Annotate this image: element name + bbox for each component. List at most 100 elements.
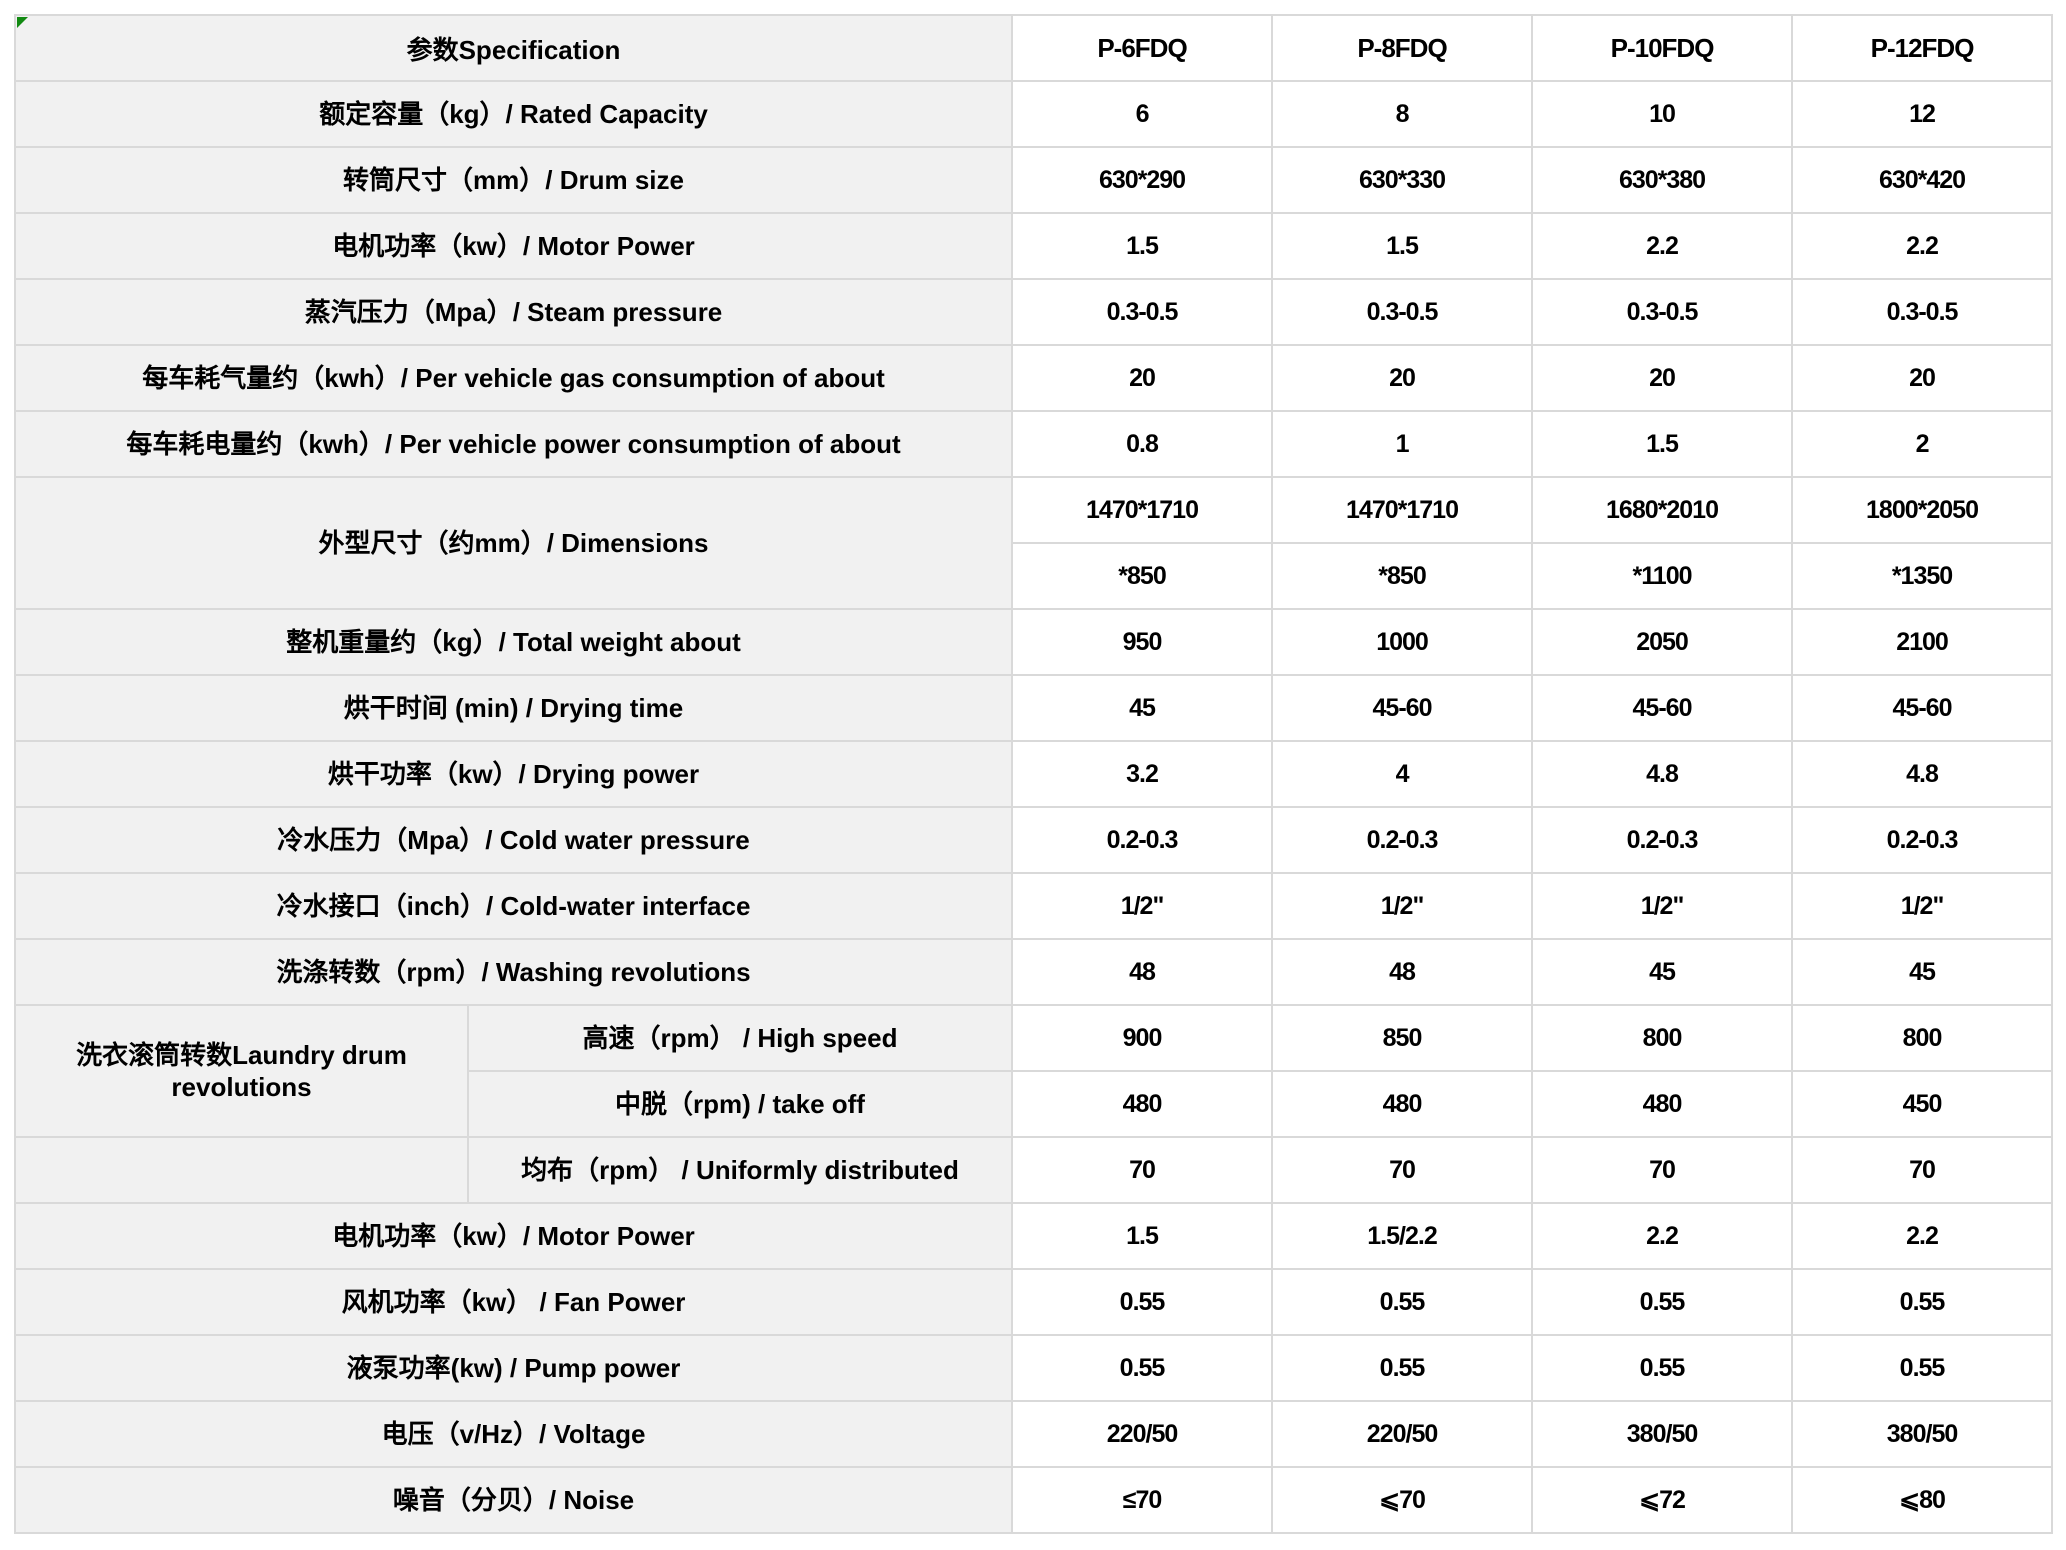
value-cell: 1/2"	[1011, 872, 1274, 940]
row-gas-consumption: 每车耗气量约（kwh）/ Per vehicle gas consumption…	[13, 344, 2054, 412]
value-cell: 1470*1710	[1271, 476, 1534, 544]
row-label: 液泵功率(kw) / Pump power	[13, 1334, 1014, 1402]
row-label: 烘干时间 (min) / Drying time	[13, 674, 1014, 742]
row-sublabel: 高速（rpm） / High speed	[466, 1004, 1014, 1072]
value-cell: 48	[1011, 938, 1274, 1006]
value-cell: 0.2-0.3	[1531, 806, 1794, 874]
value-cell: *1100	[1531, 542, 1794, 610]
value-cell: 0.8	[1011, 410, 1274, 478]
model-header-cell: P-12FDQ	[1791, 14, 2054, 82]
row-drying-power: 烘干功率（kw）/ Drying power 3.2 4 4.8 4.8	[13, 740, 2054, 808]
row-drum-uniform: 均布（rpm） / Uniformly distributed 70 70 70…	[14, 1136, 2054, 1204]
value-cell: 1470*1710	[1011, 476, 1274, 544]
value-cell: 2050	[1531, 608, 1794, 676]
value-cell: 0.3-0.5	[1531, 278, 1794, 346]
value-cell: 800	[1531, 1004, 1794, 1072]
value-cell: 0.55	[1791, 1334, 2054, 1402]
row-label: 冷水接口（inch）/ Cold-water interface	[13, 872, 1014, 940]
value-cell: 10	[1531, 80, 1794, 148]
value-cell: 480	[1271, 1070, 1534, 1138]
value-cell: 70	[1791, 1136, 2054, 1204]
excel-error-indicator-icon	[17, 17, 28, 28]
row-motor-power: 电机功率（kw）/ Motor Power 1.5 1.5 2.2 2.2	[13, 212, 2054, 280]
value-cell: 1.5	[1531, 410, 1794, 478]
value-cell: 4.8	[1791, 740, 2054, 808]
row-label: 噪音（分贝）/ Noise	[13, 1466, 1014, 1534]
row-label: 风机功率（kw） / Fan Power	[13, 1268, 1014, 1336]
value-cell: *850	[1271, 542, 1534, 610]
value-cell: ⩽72	[1531, 1466, 1794, 1534]
row-label: 转筒尺寸（mm）/ Drum size	[13, 146, 1014, 214]
value-cell: 1.5	[1011, 212, 1274, 280]
value-cell: 2.2	[1531, 212, 1794, 280]
row-label: 蒸汽压力（Mpa）/ Steam pressure	[13, 278, 1014, 346]
value-cell: 1680*2010	[1531, 476, 1794, 544]
value-cell: 2.2	[1531, 1202, 1794, 1270]
row-dimensions-line2: *850 *850 *1100 *1350	[15, 542, 2054, 610]
value-cell: 2100	[1791, 608, 2054, 676]
value-cell: 20	[1531, 344, 1794, 412]
value-cell: 1.5/2.2	[1271, 1202, 1534, 1270]
row-cold-water-pressure: 冷水压力（Mpa）/ Cold water pressure 0.2-0.3 0…	[13, 806, 2054, 874]
value-cell: 0.2-0.3	[1271, 806, 1534, 874]
value-cell: 0.3-0.5	[1791, 278, 2054, 346]
row-noise: 噪音（分贝）/ Noise ≤70 ⩽70 ⩽72 ⩽80	[13, 1466, 2054, 1534]
value-cell: 630*290	[1011, 146, 1274, 214]
row-label: 每车耗气量约（kwh）/ Per vehicle gas consumption…	[13, 344, 1014, 412]
value-cell: 2	[1791, 410, 2054, 478]
value-cell: 1.5	[1011, 1202, 1274, 1270]
value-cell: ⩽80	[1791, 1466, 2054, 1534]
value-cell: 45	[1531, 938, 1794, 1006]
value-cell: 220/50	[1011, 1400, 1274, 1468]
value-cell: 380/50	[1531, 1400, 1794, 1468]
value-cell: 1/2"	[1271, 872, 1534, 940]
header-row: 参数Specification P-6FDQ P-8FDQ P-10FDQ P-…	[13, 14, 2054, 82]
row-label: 烘干功率（kw）/ Drying power	[13, 740, 1014, 808]
value-cell: 1/2"	[1791, 872, 2054, 940]
row-label: 电机功率（kw）/ Motor Power	[13, 212, 1014, 280]
value-cell: 630*420	[1791, 146, 2054, 214]
value-cell: 800	[1791, 1004, 2054, 1072]
row-label: 电机功率（kw）/ Motor Power	[13, 1202, 1014, 1270]
row-label: 外型尺寸（约mm）/ Dimensions	[13, 476, 1014, 610]
value-cell: 0.55	[1271, 1334, 1534, 1402]
value-cell: *1350	[1791, 542, 2054, 610]
value-cell: 70	[1011, 1136, 1274, 1204]
row-sublabel: 中脱（rpm) / take off	[466, 1070, 1014, 1138]
value-cell: 450	[1791, 1070, 2054, 1138]
value-cell: 48	[1271, 938, 1534, 1006]
row-drum-high-speed: 洗衣滚筒转数Laundry drum revolutions 高速（rpm） /…	[14, 1004, 2054, 1138]
value-cell: 630*380	[1531, 146, 1794, 214]
value-cell: 45-60	[1271, 674, 1534, 742]
row-dimensions-line1: 外型尺寸（约mm）/ Dimensions 1470*1710 1470*171…	[13, 476, 2054, 610]
row-label: 电压（v/Hz）/ Voltage	[13, 1400, 1014, 1468]
value-cell: 1800*2050	[1791, 476, 2054, 544]
value-cell: 1/2"	[1531, 872, 1794, 940]
row-label: 冷水压力（Mpa）/ Cold water pressure	[13, 806, 1014, 874]
value-cell: 0.55	[1011, 1268, 1274, 1336]
value-cell: 45-60	[1531, 674, 1794, 742]
spec-header-cell: 参数Specification	[13, 14, 1014, 82]
spec-header-label: 参数Specification	[406, 34, 621, 65]
value-cell: 1.5	[1271, 212, 1534, 280]
value-cell: 0.3-0.5	[1011, 278, 1274, 346]
row-rated-capacity: 额定容量（kg）/ Rated Capacity 6 8 10 12	[13, 80, 2054, 148]
value-cell: 950	[1011, 608, 1274, 676]
row-label: 额定容量（kg）/ Rated Capacity	[13, 80, 1014, 148]
value-cell: 1000	[1271, 608, 1534, 676]
value-cell: 3.2	[1011, 740, 1274, 808]
specification-table: 参数Specification P-6FDQ P-8FDQ P-10FDQ P-…	[13, 14, 2054, 1534]
value-cell: ≤70	[1011, 1466, 1274, 1534]
row-label: 整机重量约（kg）/ Total weight about	[13, 608, 1014, 676]
value-cell: 0.55	[1531, 1334, 1794, 1402]
value-cell: 630*330	[1271, 146, 1534, 214]
value-cell: 45	[1011, 674, 1274, 742]
model-header-cell: P-10FDQ	[1531, 14, 1794, 82]
row-total-weight: 整机重量约（kg）/ Total weight about 950 1000 2…	[13, 608, 2054, 676]
value-cell: 0.55	[1791, 1268, 2054, 1336]
value-cell: 12	[1791, 80, 2054, 148]
row-pump-power: 液泵功率(kw) / Pump power 0.55 0.55 0.55 0.5…	[13, 1334, 2054, 1402]
row-washing-revolutions: 洗涤转数（rpm）/ Washing revolutions 48 48 45 …	[13, 938, 2054, 1006]
value-cell: 0.2-0.3	[1011, 806, 1274, 874]
